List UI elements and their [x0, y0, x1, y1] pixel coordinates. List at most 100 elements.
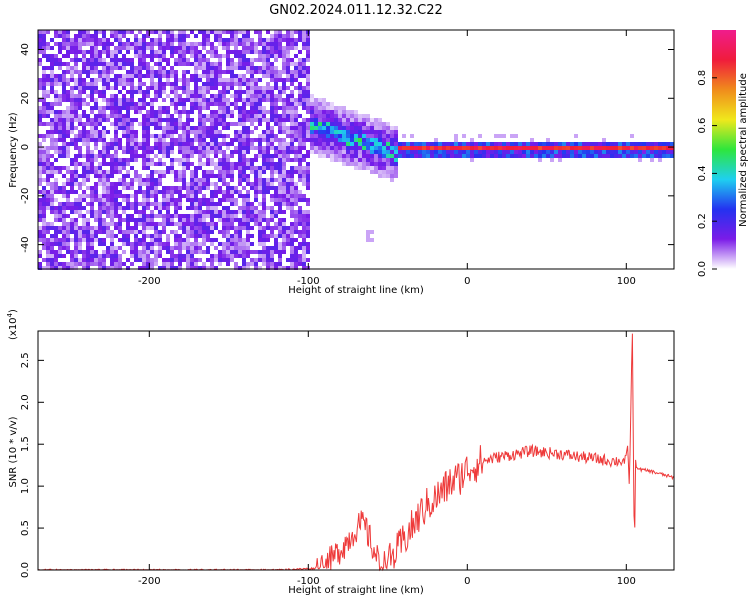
heatmap-cell — [202, 174, 206, 178]
heatmap-cell — [514, 154, 518, 158]
heatmap-cell — [174, 258, 178, 262]
heatmap-cell — [122, 30, 126, 34]
heatmap-cell — [194, 106, 198, 110]
heatmap-cell — [74, 238, 78, 242]
heatmap-cell — [282, 62, 286, 66]
heatmap-cell — [134, 222, 138, 226]
heatmap-cell — [246, 178, 250, 182]
heatmap-cell — [242, 38, 246, 42]
heatmap-cell — [438, 142, 442, 146]
heatmap-cell — [238, 62, 242, 66]
heatmap-cell — [150, 174, 154, 178]
heatmap-cell — [210, 226, 214, 230]
heatmap-cell — [502, 150, 506, 154]
heatmap-cell — [242, 142, 246, 146]
heatmap-cell — [130, 158, 134, 162]
heatmap-cell — [326, 114, 330, 118]
heatmap-cell — [514, 150, 518, 154]
heatmap-cell — [146, 62, 150, 66]
heatmap-cell — [554, 154, 558, 158]
heatmap-cell — [250, 250, 254, 254]
heatmap-cell — [86, 50, 90, 54]
heatmap-cell — [246, 138, 250, 142]
heatmap-cell — [50, 258, 54, 262]
heatmap-cell — [46, 166, 50, 170]
heatmap-cell — [226, 214, 230, 218]
heatmap-cell — [202, 138, 206, 142]
heatmap-cell — [78, 122, 82, 126]
heatmap-cell — [66, 178, 70, 182]
heatmap-cell — [466, 146, 470, 150]
heatmap-cell — [270, 194, 274, 198]
heatmap-cell — [126, 150, 130, 154]
heatmap-cell — [358, 134, 362, 138]
heatmap-cell — [102, 206, 106, 210]
heatmap-cell — [154, 190, 158, 194]
heatmap-cell — [206, 146, 210, 150]
heatmap-cell — [74, 102, 78, 106]
heatmap-cell — [66, 238, 70, 242]
heatmap-cell — [46, 222, 50, 226]
heatmap-cell — [246, 174, 250, 178]
heatmap-cell — [602, 146, 606, 150]
heatmap-cell — [78, 42, 82, 46]
heatmap-cell — [222, 90, 226, 94]
heatmap-cell — [258, 174, 262, 178]
heatmap-cell — [282, 162, 286, 166]
heatmap-cell — [374, 170, 378, 174]
heatmap-cell — [362, 166, 366, 170]
heatmap-cell — [230, 114, 234, 118]
heatmap-cell — [286, 66, 290, 70]
heatmap-cell — [354, 130, 358, 134]
y-tick-label: 1.0 — [20, 478, 31, 494]
heatmap-cell — [102, 174, 106, 178]
heatmap-cell — [154, 186, 158, 190]
heatmap-cell — [238, 174, 242, 178]
heatmap-cell — [278, 130, 282, 134]
heatmap-cell — [102, 50, 106, 54]
heatmap-cell — [118, 254, 122, 258]
heatmap-cell — [174, 118, 178, 122]
heatmap-cell — [238, 250, 242, 254]
heatmap-cell — [186, 222, 190, 226]
heatmap-cell — [290, 106, 294, 110]
heatmap-cell — [210, 78, 214, 82]
heatmap-cell — [146, 54, 150, 58]
heatmap-cell — [358, 126, 362, 130]
heatmap-cell — [74, 170, 78, 174]
heatmap-cell — [234, 66, 238, 70]
heatmap-cell — [190, 226, 194, 230]
heatmap-cell — [82, 222, 86, 226]
heatmap-cell — [278, 74, 282, 78]
heatmap-cell — [302, 102, 306, 106]
heatmap-cell — [202, 130, 206, 134]
heatmap-cell — [74, 202, 78, 206]
heatmap-cell — [410, 146, 414, 150]
heatmap-cell — [118, 214, 122, 218]
heatmap-cell — [226, 98, 230, 102]
heatmap-cell — [106, 170, 110, 174]
heatmap-cell — [250, 162, 254, 166]
heatmap-cell — [286, 258, 290, 262]
heatmap-cell — [290, 62, 294, 66]
heatmap-cell — [174, 222, 178, 226]
heatmap-cell — [62, 30, 66, 34]
heatmap-cell — [270, 226, 274, 230]
heatmap-cell — [298, 150, 302, 154]
heatmap-cell — [230, 222, 234, 226]
heatmap-cell — [146, 234, 150, 238]
heatmap-cell — [90, 262, 94, 266]
heatmap-cell — [102, 94, 106, 98]
heatmap-cell — [78, 198, 82, 202]
heatmap-cell — [218, 62, 222, 66]
heatmap-cell — [214, 130, 218, 134]
heatmap-cell — [190, 62, 194, 66]
heatmap-cell — [118, 42, 122, 46]
heatmap-cell — [370, 130, 374, 134]
heatmap-cell — [202, 114, 206, 118]
heatmap-cell — [98, 134, 102, 138]
heatmap-cell — [150, 70, 154, 74]
heatmap-cell — [262, 154, 266, 158]
heatmap-cell — [118, 262, 122, 266]
heatmap-cell — [110, 246, 114, 250]
